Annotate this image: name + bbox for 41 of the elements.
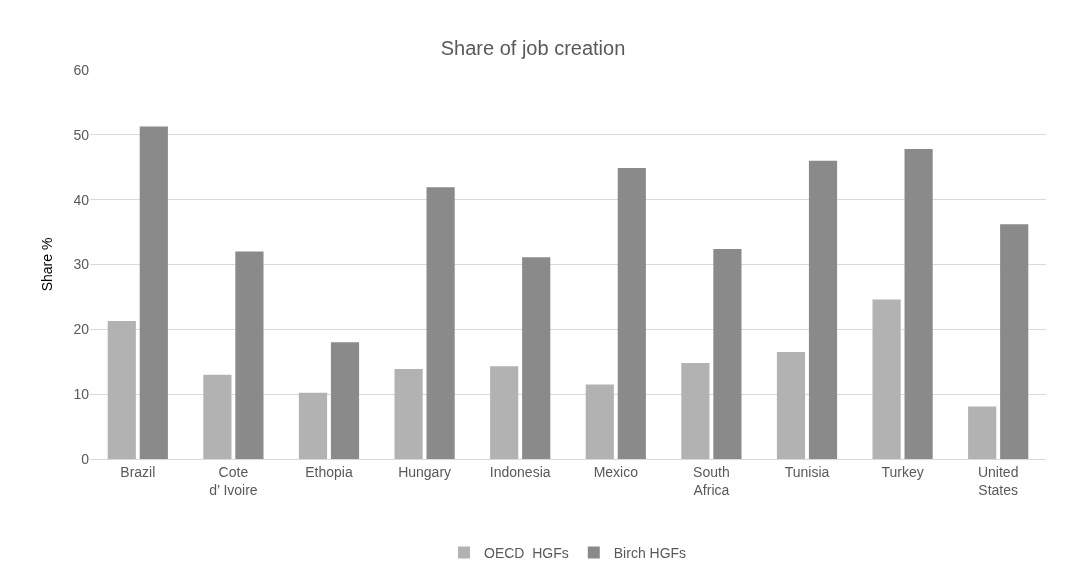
y-tick-label: 10	[73, 386, 90, 403]
x-tick-label: Indonesia	[489, 463, 551, 480]
x-tick-label: Cote d’ Ivoire	[209, 463, 258, 498]
chart-title: Share of job creation	[440, 36, 626, 59]
bar	[107, 320, 136, 459]
x-tick-label: Turkey	[881, 463, 924, 480]
bar	[522, 257, 551, 459]
bar	[617, 167, 646, 459]
bar	[426, 187, 455, 459]
y-tick-label: 0	[81, 450, 90, 467]
y-tick-label: 60	[73, 61, 90, 78]
bar	[330, 342, 360, 459]
bar	[808, 160, 838, 459]
legend-label: OECD HGFs	[484, 544, 569, 561]
bar	[490, 366, 519, 459]
bar	[1000, 224, 1029, 459]
x-tick-label: Brazil	[120, 463, 156, 480]
bar	[585, 384, 614, 459]
x-tick-label: Mexico	[593, 463, 639, 480]
bar	[872, 299, 901, 459]
bar	[713, 248, 742, 459]
y-tick-label: 50	[73, 126, 90, 143]
x-tick-label: United States	[977, 463, 1019, 498]
bar	[139, 126, 168, 459]
bar	[904, 149, 933, 459]
bar	[298, 392, 328, 459]
y-tick-label: 20	[73, 321, 90, 338]
bar	[235, 251, 264, 459]
x-tick-label: South Africa	[693, 463, 730, 498]
x-tick-label: Hungary	[398, 463, 452, 480]
x-tick-label: Tunisia	[784, 463, 830, 480]
bar	[968, 406, 997, 459]
legend-label: Birch HGFs	[613, 544, 687, 561]
y-tick-label: 30	[73, 256, 90, 273]
x-tick-label: Ethopia	[305, 463, 353, 480]
y-tick-label: 40	[73, 191, 90, 208]
bar	[394, 368, 423, 459]
bar	[203, 374, 232, 459]
bar	[681, 363, 710, 459]
bar	[776, 352, 806, 459]
y-axis-title: Share %	[39, 237, 55, 292]
